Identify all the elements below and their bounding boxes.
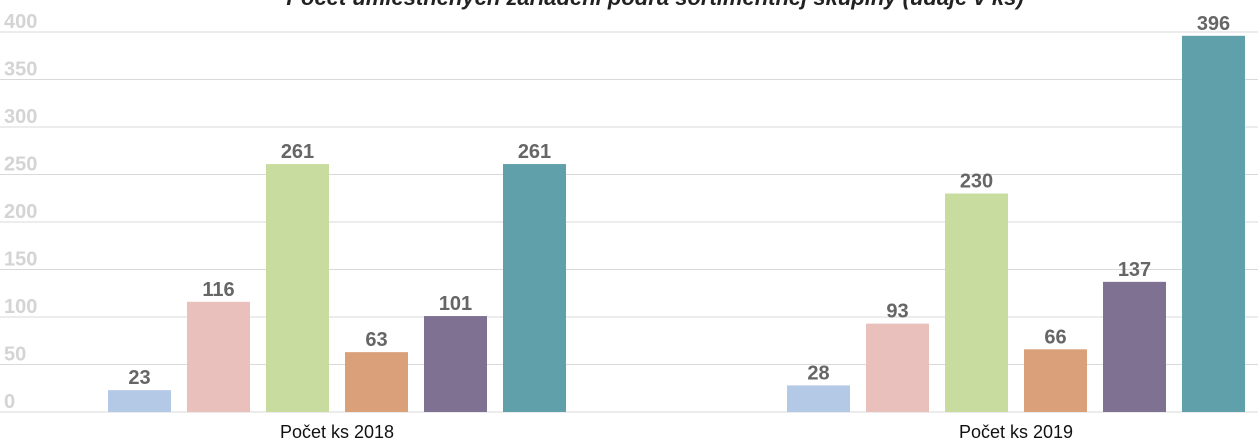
x-tick-label-1: Počet ks 2019 bbox=[959, 422, 1073, 439]
y-tick-label-150: 150 bbox=[4, 249, 37, 271]
data-label-0-0: 23 bbox=[128, 367, 150, 389]
bar-0-5 bbox=[503, 164, 566, 412]
bar-0-0 bbox=[108, 390, 171, 412]
x-tick-label-0: Počet ks 2018 bbox=[280, 422, 394, 439]
y-tick-label-400: 400 bbox=[4, 11, 37, 33]
y-tick-label-250: 250 bbox=[4, 154, 37, 176]
data-label-0-3: 63 bbox=[365, 329, 387, 351]
data-label-1-5: 396 bbox=[1197, 13, 1230, 35]
y-tick-label-200: 200 bbox=[4, 201, 37, 223]
y-axis-tick-labels: 0 50 100 150 200 250 300 350 400 bbox=[4, 11, 37, 413]
data-label-0-1: 116 bbox=[202, 279, 234, 301]
data-label-0-2: 261 bbox=[281, 141, 314, 163]
y-tick-label-100: 100 bbox=[4, 296, 37, 318]
data-labels: 23 116 261 63 101 261 28 93 230 66 137 396 bbox=[128, 13, 1230, 389]
y-tick-label-350: 350 bbox=[4, 59, 37, 81]
y-tick-label-300: 300 bbox=[4, 106, 37, 128]
bar-1-2 bbox=[945, 193, 1008, 412]
bar-0-1 bbox=[187, 301, 250, 412]
bar-0-3 bbox=[345, 352, 408, 412]
data-label-0-4: 101 bbox=[439, 293, 472, 315]
bar-0-2 bbox=[266, 164, 329, 412]
data-label-0-5: 261 bbox=[518, 141, 551, 163]
bar-1-4 bbox=[1103, 281, 1166, 412]
data-label-1-2: 230 bbox=[960, 171, 993, 193]
y-tick-label-50: 50 bbox=[4, 344, 26, 366]
data-label-1-3: 66 bbox=[1044, 326, 1066, 348]
data-label-1-4: 137 bbox=[1118, 259, 1151, 281]
data-label-1-0: 28 bbox=[807, 362, 829, 384]
chart-title: Počet umiestnených zariadení podľa sorti… bbox=[286, 0, 1023, 10]
x-axis-tick-labels: Počet ks 2018 Počet ks 2019 bbox=[280, 422, 1073, 439]
bar-1-5 bbox=[1182, 35, 1245, 413]
y-tick-label-0: 0 bbox=[4, 391, 15, 413]
bar-1-3 bbox=[1024, 349, 1087, 412]
bar-1-1 bbox=[866, 323, 929, 412]
data-label-1-1: 93 bbox=[886, 301, 908, 323]
bar-0-4 bbox=[424, 316, 487, 412]
bar-1-0 bbox=[787, 385, 850, 412]
bars bbox=[108, 35, 1245, 413]
